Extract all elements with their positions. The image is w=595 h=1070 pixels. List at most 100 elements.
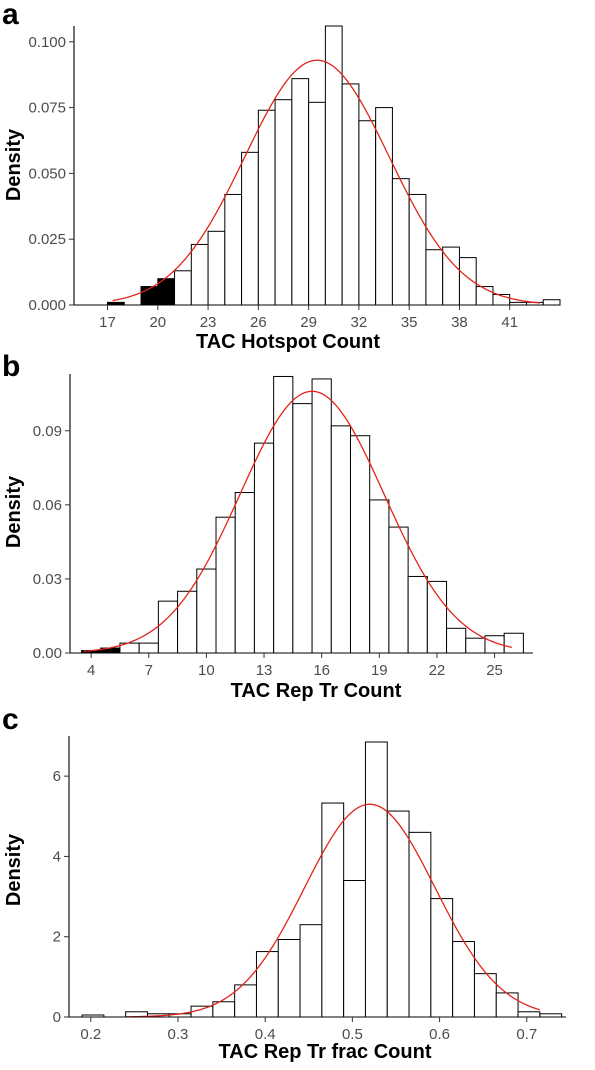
y-tick-label: 4: [53, 848, 61, 865]
x-tick-label: 4: [87, 662, 95, 679]
histogram-bar: [196, 568, 217, 654]
x-tick-label: 0.6: [429, 1026, 450, 1043]
histogram-bar: [442, 246, 460, 306]
histogram-bar: [274, 99, 293, 306]
x-tick-label: 0.5: [342, 1026, 363, 1043]
y-axis-title: Density: [3, 833, 25, 906]
histogram-bar: [341, 83, 360, 306]
histogram-bar: [277, 939, 301, 1018]
histogram-bar: [358, 120, 377, 306]
histogram-bar: [503, 632, 524, 654]
histogram-bar: [253, 442, 275, 654]
y-tick-label: 0.100: [28, 34, 66, 51]
x-tick-label: 16: [313, 662, 330, 679]
y-tick-label: 0.09: [33, 423, 62, 440]
x-tick-label: 25: [486, 662, 503, 679]
x-tick-label: 0.7: [516, 1026, 537, 1043]
histogram-bar: [224, 193, 243, 306]
histogram-bar: [330, 425, 351, 654]
histogram-bar: [257, 109, 276, 306]
y-tick-label: 0.00: [33, 645, 62, 662]
panel-letter: c: [2, 703, 19, 736]
histogram-bar: [369, 499, 390, 654]
bars: [107, 25, 561, 306]
x-tick-label: 13: [256, 662, 273, 679]
histogram-bar: [517, 1011, 541, 1018]
histogram-bar: [407, 575, 428, 654]
x-axis-title: TAC Hotspot Count: [196, 331, 380, 353]
histogram-bar: [364, 741, 388, 1018]
x-tick-label: 38: [451, 314, 468, 331]
histogram-bar: [207, 230, 226, 306]
histogram-bar: [308, 101, 326, 306]
histogram-bar: [391, 178, 410, 306]
x-tick-label: 19: [371, 662, 388, 679]
y-axis-title: Density: [3, 128, 25, 201]
x-tick-label: 23: [200, 314, 217, 331]
x-tick-label: 29: [300, 314, 317, 331]
histogram-bar: [446, 627, 467, 654]
histogram-bar: [241, 151, 259, 306]
histogram-bar: [138, 642, 159, 654]
panel-letter: b: [2, 350, 20, 383]
panel-b: b Density TAC Rep Tr Count 0.00 0.03 0.06 0…: [2, 350, 533, 702]
histogram-bar: [425, 249, 444, 306]
x-axis-title: TAC Rep Tr Count: [231, 680, 402, 702]
x-tick-label: 0.4: [255, 1026, 276, 1043]
histogram-bar: [291, 78, 310, 306]
x-tick-label: 10: [198, 662, 215, 679]
x-tick-label: 32: [351, 314, 368, 331]
y-axis-title: Density: [3, 475, 25, 548]
histogram-bar: [495, 992, 519, 1018]
histogram-bar: [426, 580, 448, 654]
panel-a: a Density TAC Hotspot Count 0.000 0.025 0.…: [2, 0, 561, 353]
y-tick-label: 0.000: [28, 297, 66, 314]
histogram-bar: [255, 951, 279, 1018]
x-tick-label: 41: [501, 314, 518, 331]
x-tick-label: 0.2: [80, 1026, 101, 1043]
x-tick-label: 7: [145, 662, 153, 679]
histogram-bar: [388, 526, 409, 654]
histogram-bar: [465, 637, 486, 654]
normal-fit-curve: [83, 390, 513, 652]
x-axis-title: TAC Rep Tr frac Count: [219, 1041, 432, 1063]
y-tick-label: 0.025: [28, 231, 66, 248]
histogram-bar: [375, 107, 393, 306]
histogram-bar: [177, 590, 198, 654]
histogram-bar: [292, 403, 313, 654]
x-tick-label: 17: [99, 314, 116, 331]
histogram-bar: [234, 492, 255, 654]
x-tick-label: 22: [429, 662, 446, 679]
histogram-bar: [386, 810, 410, 1018]
histogram-bar: [215, 516, 236, 654]
y-tick-label: 0.075: [28, 100, 66, 117]
histogram-bar: [190, 243, 209, 306]
panel-letter: a: [2, 0, 19, 31]
histogram-bar: [408, 193, 427, 306]
y-tick-label: 0.06: [33, 497, 62, 514]
y-tick-label: 2: [53, 929, 61, 946]
bars: [81, 375, 524, 654]
normal-fit-curve: [125, 803, 541, 1018]
x-tick-label: 35: [401, 314, 418, 331]
x-tick-label: 26: [250, 314, 267, 331]
histogram-bar: [542, 299, 561, 306]
y-tick-label: 0: [53, 1009, 61, 1026]
histogram-bar: [408, 831, 432, 1018]
normal-fit-curve: [112, 59, 540, 304]
y-tick-label: 6: [53, 768, 61, 785]
panel-c: c Density TAC Rep Tr frac Count 0 2 4 6 0.2 0…: [2, 703, 566, 1063]
histogram-bar: [349, 435, 371, 654]
histogram-bar: [273, 375, 294, 654]
histogram-bar: [299, 924, 323, 1018]
y-tick-label: 0.03: [33, 571, 62, 588]
x-tick-label: 0.3: [168, 1026, 189, 1043]
histogram-bar: [174, 270, 192, 306]
histogram-bar: [324, 25, 343, 306]
histogram-bar: [311, 378, 332, 654]
histogram-bar: [157, 600, 179, 654]
y-tick-label: 0.050: [28, 165, 66, 182]
bars: [81, 741, 563, 1018]
